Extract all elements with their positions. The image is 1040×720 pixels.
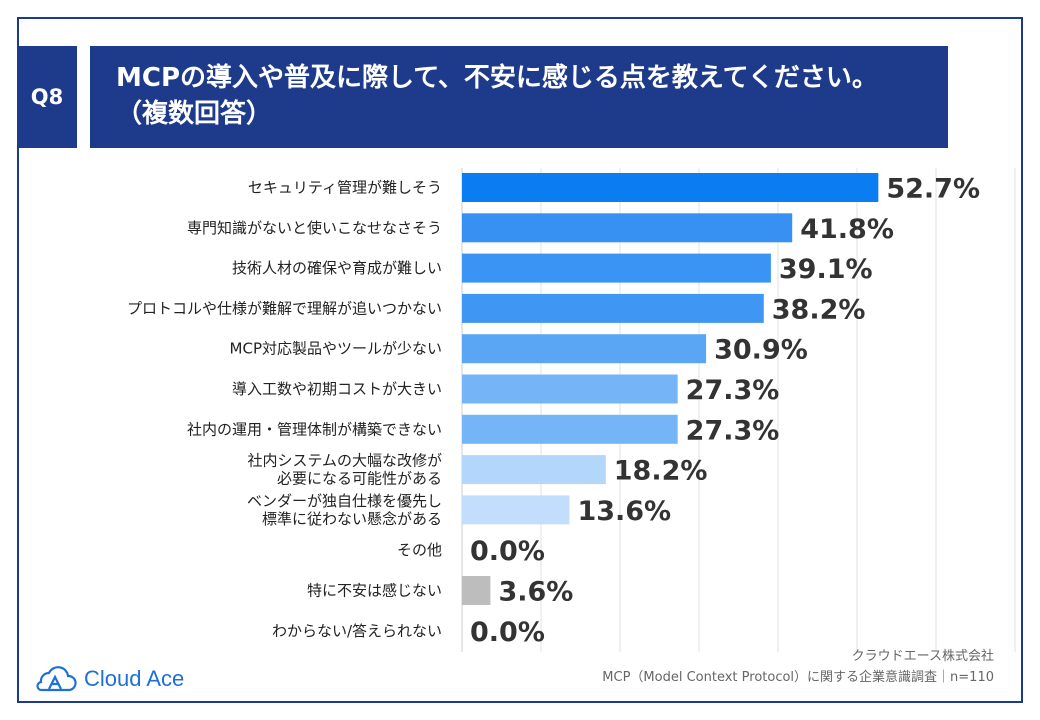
bar: [462, 495, 570, 525]
source-survey: MCP（Model Context Protocol）に関する企業意識調査｜n=…: [602, 670, 994, 685]
bar: [462, 293, 764, 323]
value-label: 27.3%: [686, 415, 780, 446]
value-label: 13.6%: [577, 496, 671, 527]
source-company: クラウドエース株式会社: [851, 649, 994, 664]
category-label: ベンダーが独自仕様を優先し標準に従わない懸念がある: [247, 492, 442, 528]
chart-title-line-1: MCPの導入や普及に際して、不安に感じる点を教えてください。: [116, 63, 878, 93]
value-label: 3.6%: [498, 577, 573, 608]
category-label: 社内システムの大幅な改修が必要になる可能性がある: [247, 452, 442, 488]
category-label: セキュリティ管理が難しそう: [248, 179, 442, 197]
gridlines: [540, 168, 1016, 652]
bar: [462, 576, 491, 605]
bar: [462, 213, 793, 243]
value-label: 41.8%: [800, 214, 894, 245]
chart-title-line-2: （複数回答）: [116, 99, 273, 129]
cloud-ace-logo: Cloud Ace: [32, 664, 184, 694]
cloud-icon: [36, 666, 77, 692]
value-label: 0.0%: [470, 617, 545, 648]
value-label: 38.2%: [772, 294, 866, 325]
bar: [462, 455, 606, 485]
question-tag-label: Q8: [30, 85, 64, 109]
bar: [462, 173, 879, 202]
value-label: 18.2%: [614, 456, 708, 487]
category-label: 社内の運用・管理体制が構築できない: [187, 420, 442, 438]
bar: [462, 374, 678, 404]
category-label: わからない/答えられない: [272, 622, 442, 640]
logo-text: Cloud Ace: [84, 666, 185, 691]
question-tag: Q8: [17, 46, 77, 148]
bar: [462, 253, 771, 283]
category-label: その他: [397, 541, 442, 559]
category-label: 特に不安は感じない: [307, 582, 442, 600]
category-label: MCP対応製品やツールが少ない: [230, 340, 442, 358]
category-label: 専門知識がないと使いこなせなさそう: [187, 219, 442, 237]
value-label: 52.7%: [886, 174, 980, 205]
bar: [462, 334, 707, 364]
value-label: 27.3%: [686, 375, 780, 406]
value-label: 0.0%: [470, 536, 545, 567]
value-label: 30.9%: [714, 335, 808, 366]
title-banner: MCPの導入や普及に際して、不安に感じる点を教えてください。 （複数回答）: [90, 46, 948, 148]
category-label: 導入工数や初期コストが大きい: [232, 380, 442, 398]
bar: [462, 414, 678, 444]
value-label: 39.1%: [779, 254, 873, 285]
category-label: プロトコルや仕様が難解で理解が追いつかない: [127, 299, 442, 317]
category-label: 技術人材の確保や育成が難しい: [232, 259, 442, 277]
